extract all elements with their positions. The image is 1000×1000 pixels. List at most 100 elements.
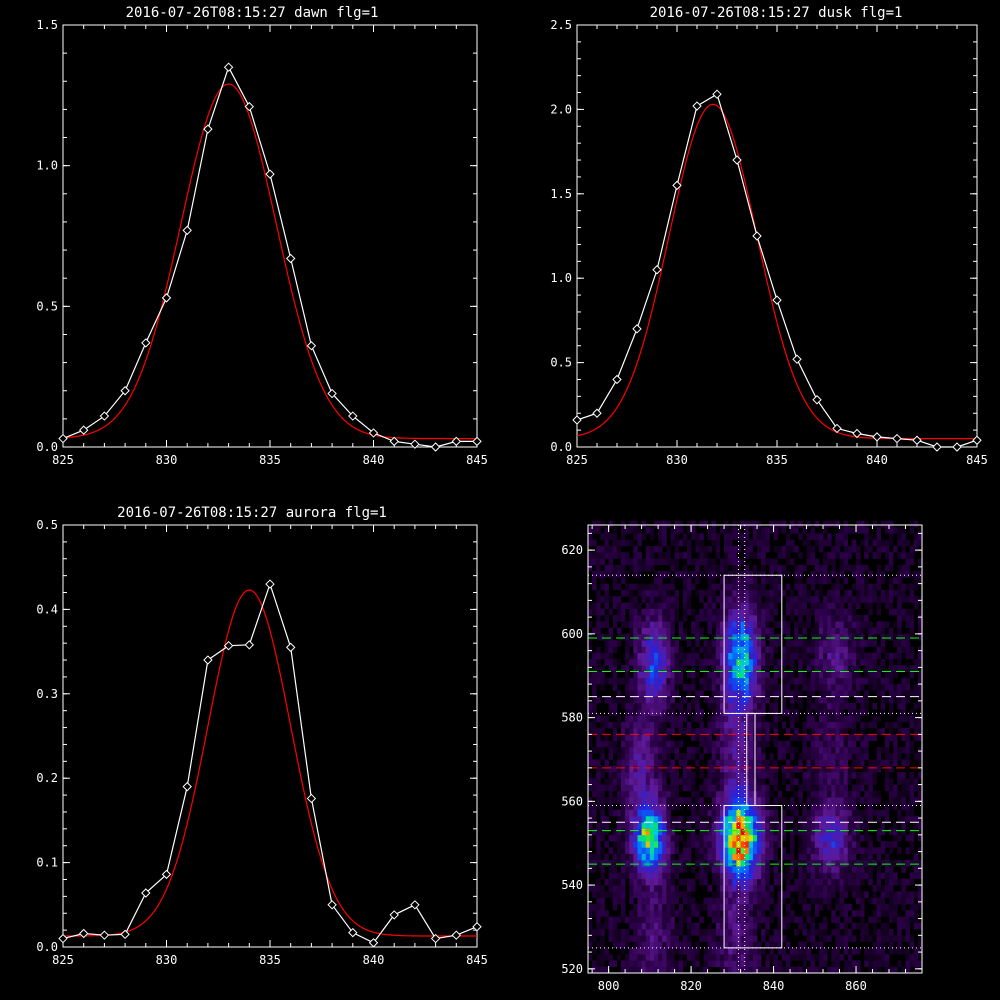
heatmap-cell <box>678 778 684 785</box>
heatmap-cell <box>777 929 783 936</box>
heatmap-cell <box>728 677 733 685</box>
heatmap-cell <box>670 815 675 823</box>
heatmap-cell <box>843 690 849 697</box>
heatmap-cell <box>773 602 778 610</box>
heatmap-cell <box>872 520 877 528</box>
heatmap-cell <box>744 960 750 968</box>
heatmap-cell <box>851 759 857 767</box>
heatmap-cell <box>732 702 737 710</box>
heatmap-cell <box>637 772 642 779</box>
heatmap-cell <box>703 866 708 873</box>
heatmap-cell <box>744 916 750 924</box>
y-tick-label: 2.5 <box>550 18 572 32</box>
heatmap-cell <box>604 740 609 748</box>
heatmap-cell <box>810 684 816 691</box>
heatmap-cell <box>773 878 778 886</box>
heatmap-cell <box>893 910 898 917</box>
heatmap-cell <box>691 734 696 741</box>
heatmap-cell <box>901 527 906 534</box>
heatmap-cell <box>596 728 601 735</box>
heatmap-cell <box>715 734 721 741</box>
heatmap-cell <box>884 721 890 729</box>
heatmap-cell <box>641 728 647 735</box>
heatmap-cell <box>592 859 597 867</box>
heatmap-cell <box>736 803 741 811</box>
heatmap-cell <box>839 885 844 892</box>
heatmap-cell <box>625 859 630 867</box>
heatmap-cell <box>728 527 733 534</box>
heatmap-cell <box>880 941 886 949</box>
heatmap-cell <box>633 527 638 534</box>
heatmap-cell <box>880 640 886 647</box>
heatmap-cell <box>682 552 688 559</box>
heatmap-cell <box>620 797 626 804</box>
heatmap-cell <box>909 721 915 729</box>
heatmap-cell <box>872 922 877 930</box>
heatmap-cell <box>707 765 712 773</box>
heatmap-cell <box>794 966 799 974</box>
heatmap-cell <box>818 841 824 848</box>
heatmap-cell <box>748 759 754 767</box>
heatmap-cell <box>905 652 910 660</box>
heatmap-cell <box>719 847 725 854</box>
heatmap-cell <box>757 696 762 704</box>
heatmap-cell <box>662 684 667 691</box>
heatmap-cell <box>724 583 729 591</box>
heatmap-cell <box>777 671 783 679</box>
heatmap-cell <box>588 784 593 792</box>
heatmap-cell <box>843 759 849 767</box>
heatmap-cell <box>880 759 886 767</box>
heatmap-cell <box>893 803 898 811</box>
heatmap-cell <box>818 947 824 955</box>
heatmap-cell <box>769 910 774 917</box>
heatmap-cell <box>719 841 725 848</box>
heatmap-cell <box>744 954 750 961</box>
heatmap-cell <box>691 866 696 873</box>
heatmap-cell <box>814 878 820 886</box>
heatmap-cell <box>744 539 750 547</box>
heatmap-cell <box>736 772 741 779</box>
heatmap-cell <box>699 828 704 836</box>
heatmap-cell <box>686 772 692 779</box>
heatmap-cell <box>670 910 675 917</box>
heatmap-cell <box>715 910 721 917</box>
heatmap-cell <box>719 822 725 829</box>
heatmap-cell <box>744 577 750 584</box>
heatmap-cell <box>781 797 787 804</box>
heatmap-cell <box>703 853 708 861</box>
heatmap-cell <box>864 929 869 936</box>
heatmap-cell <box>728 734 733 741</box>
heatmap-cell <box>625 935 630 942</box>
heatmap-cell <box>847 778 853 785</box>
heatmap-cell <box>794 954 799 961</box>
y-tick-label: 1.0 <box>550 271 572 285</box>
heatmap-cell <box>620 941 626 949</box>
heatmap-cell <box>728 910 733 917</box>
heatmap-cell <box>823 577 828 584</box>
heatmap-cell <box>592 671 597 679</box>
data-point-marker <box>892 433 902 444</box>
heatmap-cell <box>653 853 659 861</box>
heatmap-cell <box>843 558 849 566</box>
heatmap-cell <box>728 596 733 603</box>
heatmap-cell <box>831 885 836 892</box>
heatmap-cell <box>645 545 651 553</box>
heatmap-cell <box>596 652 601 660</box>
heatmap-cell <box>831 797 836 804</box>
heatmap-cell <box>872 539 877 547</box>
heatmap-cell <box>823 520 828 528</box>
heatmap-cell <box>728 778 733 785</box>
heatmap-cell <box>695 633 700 641</box>
heatmap-cell <box>600 533 605 540</box>
heatmap-cell <box>893 577 898 584</box>
data-point-marker <box>306 793 317 804</box>
heatmap-cell <box>790 947 795 955</box>
heatmap-cell <box>773 677 778 685</box>
heatmap-cell <box>876 866 882 873</box>
heatmap-cell <box>653 577 659 584</box>
heatmap-cell <box>748 966 754 974</box>
heatmap-cell <box>872 665 877 672</box>
data-point-marker <box>161 869 172 880</box>
heatmap-cell <box>744 853 750 861</box>
heatmap-cell <box>860 527 865 534</box>
